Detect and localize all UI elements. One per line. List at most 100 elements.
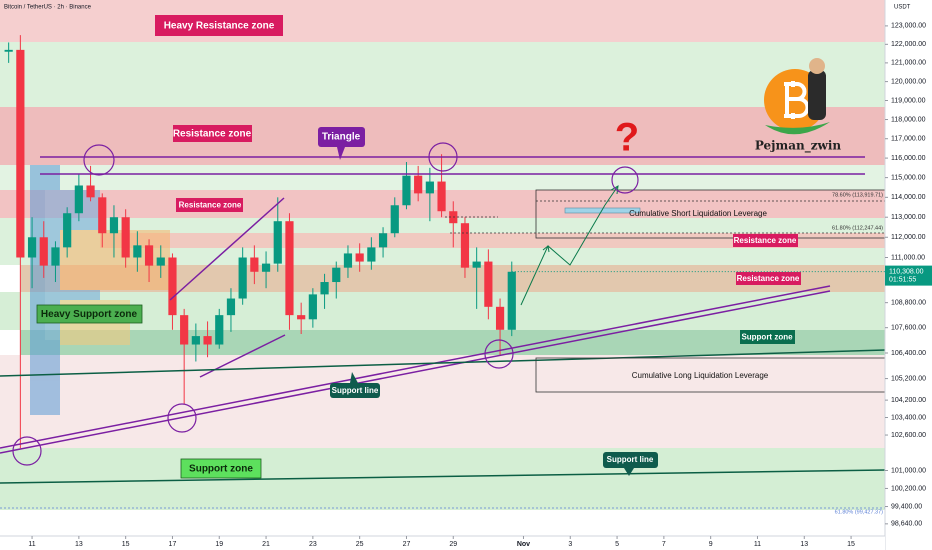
support-zone-label: Support zone	[741, 333, 793, 342]
candle-body	[437, 181, 446, 212]
candle-body	[27, 237, 37, 258]
candle-body	[51, 247, 60, 266]
axes: 123,000.00 122,000.00 121,000.00 120,000.00…	[28, 23, 932, 548]
last-price-label: 110,308.00	[889, 268, 924, 275]
y-tick-label: 115,000.00	[891, 174, 926, 181]
y-tick-label: 103,400.00	[891, 414, 926, 421]
y-tick-label: 121,000.00	[891, 60, 926, 67]
circle	[611, 166, 639, 194]
candle-body	[168, 257, 177, 316]
x-tick-label: 17	[169, 541, 177, 548]
fib-label: 61.80% (99,427.37)	[835, 509, 883, 515]
last-price-box	[885, 265, 932, 286]
candle-body	[460, 223, 470, 268]
x-tick-label: 5	[615, 541, 619, 548]
candles	[4, 35, 516, 449]
candle-body	[390, 205, 399, 234]
label-box	[176, 198, 243, 212]
x-tick-label: 25	[356, 541, 364, 548]
annotations: Heavy Resistance zone Resistance zone Re…	[36, 15, 883, 515]
candle-body	[156, 257, 165, 266]
candle-body	[343, 253, 353, 268]
x-tick-label: 19	[215, 541, 223, 548]
currency: USDT	[894, 5, 911, 11]
y-tick-label: 99,400.00	[891, 503, 922, 510]
long-liq-label: Cumulative Long Liquidation Leverage	[632, 371, 769, 380]
candle-body	[98, 197, 107, 234]
callout-tip	[350, 372, 358, 383]
y-tick-label: 108,800.00	[891, 300, 926, 307]
y-tick-label: 122,000.00	[891, 41, 926, 48]
candle-body	[261, 263, 271, 272]
candle-body	[109, 217, 119, 234]
question-mark: ?	[615, 116, 639, 160]
resistance-label: Resistance zone	[734, 236, 797, 245]
candle-body	[86, 185, 95, 198]
support-line-label: Support line	[607, 455, 654, 464]
x-tick-label: 15	[122, 541, 130, 548]
candle-body	[238, 257, 247, 299]
candle-body	[297, 315, 306, 320]
support-line-label: Support line	[332, 386, 379, 395]
candle-body	[320, 282, 329, 295]
y-tick-label: 98,640.00	[891, 521, 922, 528]
vp-bar	[60, 230, 170, 290]
projection-path	[520, 204, 606, 306]
candle-body	[273, 221, 282, 264]
x-tick-label: 7	[662, 541, 666, 548]
circle	[484, 339, 514, 369]
candle-body	[285, 221, 294, 316]
candle-body	[402, 175, 411, 206]
light-band	[0, 355, 885, 448]
y-tick-label: 116,000.00	[891, 155, 926, 162]
support-zone-label: Support zone	[189, 464, 253, 475]
circle	[83, 144, 115, 176]
y-tick-label: 120,000.00	[891, 78, 926, 85]
x-tick-label: 15	[847, 541, 855, 548]
candle-body	[378, 233, 388, 248]
x-tick-label: 21	[262, 541, 270, 548]
circle	[12, 436, 42, 466]
zones	[0, 0, 885, 510]
green-line	[0, 469, 886, 484]
candle-body	[191, 336, 200, 345]
label-box	[740, 330, 795, 344]
avatar	[808, 70, 826, 120]
short-liq-label: Cumulative Short Liquidation Leverage	[629, 209, 767, 218]
label-box	[330, 383, 380, 398]
arrow-head	[610, 185, 619, 195]
candle-body	[215, 315, 224, 345]
candle-body	[414, 175, 423, 194]
circle	[167, 403, 197, 433]
candle-body	[63, 213, 72, 248]
resistance-label: Resistance zone	[179, 201, 242, 210]
heavy-support-label: Heavy Support zone	[41, 309, 138, 320]
callout-tip	[337, 147, 345, 160]
label-box	[180, 458, 262, 479]
label-box	[733, 234, 798, 247]
heavy-resistance-label: Heavy Resistance zone	[164, 21, 275, 32]
candle-body	[507, 271, 516, 330]
y-tick-label: 104,200.00	[891, 397, 926, 404]
y-tick-label: 113,000.00	[891, 214, 926, 221]
x-tick-label: 11	[28, 541, 35, 548]
candle-body	[250, 257, 259, 272]
resistance-label: Resistance zone	[173, 129, 252, 140]
x-tick-label: 27	[403, 541, 411, 548]
y-tick-label: 112,000.00	[891, 234, 926, 241]
support-line	[0, 285, 831, 449]
wave-circles	[12, 142, 639, 466]
candle-body	[74, 185, 83, 214]
time-axis	[0, 536, 885, 550]
candle-body	[367, 247, 376, 262]
green-band	[0, 292, 885, 330]
candle-body	[39, 237, 48, 266]
callout-tip	[624, 468, 634, 476]
y-tick-label: 107,600.00	[891, 325, 926, 332]
countdown: 01:51:55	[889, 276, 916, 283]
diagonal-line	[169, 197, 285, 301]
fib-label: 61.80% (112,247.44)	[832, 225, 883, 231]
resistance-band	[0, 107, 885, 165]
x-tick-label: 11	[754, 541, 761, 548]
